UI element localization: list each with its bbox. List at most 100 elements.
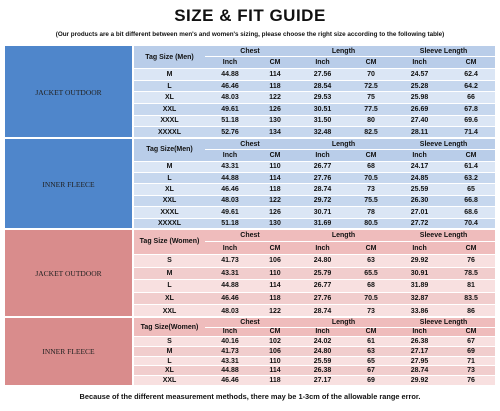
- measure-cell: 65.5: [350, 267, 393, 281]
- column-header: Chest: [205, 318, 296, 328]
- measure-cell: 110: [255, 161, 296, 173]
- unit-header: CM: [350, 56, 393, 70]
- unit-row: Inch CM Inch CM Inch CM: [5, 56, 496, 70]
- size-row: M 41.73 106 24.80 63 27.17 69: [5, 346, 496, 357]
- header-row: JACKET OUTDOOR Tag Size (Women) Chest Lengt…: [5, 230, 496, 318]
- measure-cell: 31.89: [392, 279, 448, 293]
- measure-cell: 67: [350, 365, 393, 377]
- measure-cell: 62.4: [447, 68, 496, 81]
- measure-cell: 24.85: [392, 172, 448, 185]
- measure-cell: 46.46: [205, 80, 255, 93]
- size-section: JACKET OUTDOOR Tag Size (Women) Chest Lengt…: [5, 228, 496, 318]
- measure-cell: 75: [350, 91, 393, 104]
- size-row: XXL 49.61 126 30.51 77.5 26.69 67.8: [5, 103, 496, 116]
- measure-cell: 76: [447, 254, 496, 268]
- tag-size-header: Tag Size (Women): [133, 230, 205, 255]
- unit-header: Inch: [205, 327, 255, 338]
- column-header: Sleeve Length: [392, 230, 496, 243]
- measure-cell: 67: [447, 336, 496, 348]
- measure-cell: 72.5: [350, 80, 393, 93]
- column-header: Length: [295, 230, 393, 243]
- size-cell: XL: [133, 292, 205, 306]
- size-section: JACKET OUTDOOR Tag Size (Men) Chest Length S…: [5, 44, 496, 139]
- size-row: L 44.88 114 27.76 70.5 24.85 63.2: [5, 172, 496, 185]
- measure-cell: 26.77: [295, 279, 351, 293]
- measure-cell: 110: [255, 267, 296, 281]
- size-cell: XXL: [133, 103, 205, 116]
- table-body: INNER FLEECE Tag Size(Women) Chest Length Sl…: [5, 318, 496, 386]
- column-header: Chest: [205, 139, 296, 151]
- size-row: L 43.31 110 25.59 65 27.95 71: [5, 356, 496, 367]
- measure-cell: 51.18: [205, 115, 255, 128]
- size-cell: L: [133, 80, 205, 93]
- measure-cell: 80: [350, 115, 393, 128]
- size-row: XXXL 51.18 130 31.50 80 27.40 69.6: [5, 115, 496, 128]
- measure-cell: 46.46: [205, 292, 255, 306]
- measure-cell: 25.59: [392, 183, 448, 196]
- measure-cell: 26.38: [295, 365, 351, 377]
- header-row: INNER FLEECE Tag Size(Women) Chest Length Sl…: [5, 318, 496, 386]
- measure-cell: 49.61: [205, 206, 255, 219]
- measure-cell: 43.31: [205, 267, 255, 281]
- measure-cell: 110: [255, 356, 296, 367]
- footer-note: Because of the different measurement met…: [79, 392, 421, 401]
- measure-cell: 25.28: [392, 80, 448, 93]
- measure-cell: 48.03: [205, 195, 255, 208]
- measure-cell: 29.53: [295, 91, 351, 104]
- size-table: JACKET OUTDOOR Tag Size (Women) Chest Lengt…: [5, 230, 496, 318]
- tag-size-header: Tag Size(Women): [133, 318, 205, 338]
- unit-header: CM: [447, 241, 496, 255]
- measure-cell: 25.79: [295, 267, 351, 281]
- measure-cell: 71: [447, 356, 496, 367]
- size-row: S 41.73 106 24.80 63 29.92 76: [5, 254, 496, 268]
- measure-cell: 29.92: [392, 254, 448, 268]
- measure-cell: 28.54: [295, 80, 351, 93]
- table-body: JACKET OUTDOOR Tag Size (Men) Chest Length S…: [5, 46, 496, 139]
- size-row: L 44.88 114 26.77 68 31.89 81: [5, 279, 496, 293]
- size-cell: M: [133, 346, 205, 357]
- measure-cell: 68: [350, 161, 393, 173]
- measure-cell: 26.77: [295, 161, 351, 173]
- measure-cell: 106: [255, 346, 296, 357]
- measure-cell: 70.5: [350, 172, 393, 185]
- unit-header: CM: [255, 149, 296, 162]
- measure-cell: 78: [350, 206, 393, 219]
- size-cell: S: [133, 336, 205, 348]
- measure-cell: 61.4: [447, 161, 496, 173]
- measure-cell: 102: [255, 336, 296, 348]
- measure-cell: 43.31: [205, 161, 255, 173]
- unit-header: Inch: [295, 56, 351, 70]
- measure-cell: 25.59: [295, 356, 351, 367]
- unit-header: CM: [350, 241, 393, 255]
- measure-cell: 122: [255, 304, 296, 318]
- measure-cell: 66: [447, 91, 496, 104]
- subtitle: (Our products are a bit different betwee…: [55, 31, 445, 38]
- measure-cell: 44.88: [205, 172, 255, 185]
- column-header: Sleeve Length: [392, 46, 496, 58]
- unit-header: Inch: [392, 241, 448, 255]
- measure-cell: 68.6: [447, 206, 496, 219]
- size-row: M 43.31 110 25.79 65.5 30.91 78.5: [5, 267, 496, 281]
- measure-cell: 40.16: [205, 336, 255, 348]
- size-cell: M: [133, 267, 205, 281]
- measure-cell: 65: [350, 356, 393, 367]
- measure-cell: 118: [255, 183, 296, 196]
- measure-cell: 73: [350, 183, 393, 196]
- measure-cell: 27.76: [295, 292, 351, 306]
- unit-header: CM: [447, 327, 496, 338]
- measure-cell: 31.50: [295, 115, 351, 128]
- section-label: JACKET OUTDOOR: [5, 230, 134, 318]
- column-header: Sleeve Length: [392, 318, 496, 328]
- measure-cell: 24.02: [295, 336, 351, 348]
- measure-cell: 70: [350, 68, 393, 81]
- measure-cell: 75.5: [350, 195, 393, 208]
- size-cell: XL: [133, 91, 205, 104]
- size-cell: XXL: [133, 195, 205, 208]
- tag-size-header: Tag Size(Men): [133, 139, 205, 162]
- unit-header: CM: [255, 241, 296, 255]
- size-cell: M: [133, 68, 205, 81]
- measure-cell: 43.31: [205, 356, 255, 367]
- measure-cell: 114: [255, 68, 296, 81]
- unit-header: Inch: [295, 327, 351, 338]
